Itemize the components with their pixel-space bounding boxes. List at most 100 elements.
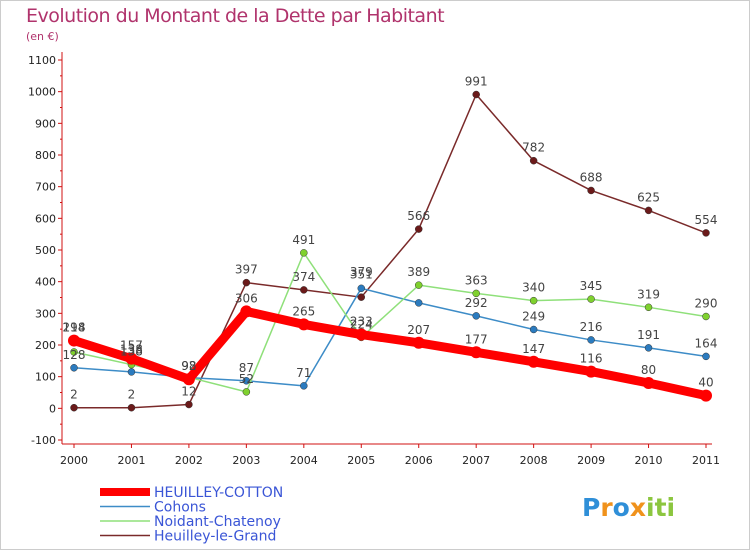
data-point-1-10 [644,344,653,352]
data-point-1-8 [529,325,538,334]
data-point-3-9 [587,186,595,195]
legend-label-1: Cohons [154,500,206,516]
x-tick-label: 2000 [60,454,88,467]
data-point-2-3 [242,388,251,396]
data-point-1-5 [357,284,366,293]
data-point-2-7 [472,289,480,298]
legend-label-0: HEUILLEY-COTTON [154,485,283,501]
series-line-3 [73,93,707,409]
data-point-2-10 [644,303,653,312]
data-point-0-7 [470,346,483,359]
data-point-0-6 [412,336,425,349]
data-label-3-6: 566 [407,209,430,223]
logo-letter: i [646,493,655,522]
data-point-0-4 [297,318,310,331]
data-label-0-1: 157 [120,339,143,353]
x-tick-label: 2009 [577,454,605,467]
data-label-0-5: 233 [350,315,373,329]
logo-letter: o [613,493,630,522]
data-point-2-11 [702,312,710,321]
data-point-0-11 [700,389,712,402]
data-label-0-8: 147 [522,342,545,356]
x-tick-label: 2004 [290,454,318,467]
data-point-1-3 [242,377,251,385]
data-label-1-4: 71 [296,366,311,380]
y-tick-label: 1100 [28,54,56,67]
y-tick-label: 1000 [28,86,56,99]
data-point-1-1 [127,368,136,376]
data-label-overlap-1: 138 [120,342,143,356]
y-tick-label: -100 [31,434,56,447]
data-label-2-8: 340 [522,281,545,295]
data-label-0-3: 306 [235,291,258,305]
y-tick-label: 600 [35,212,56,225]
data-label-overlap-0: 198 [63,321,86,335]
series-lines [68,90,712,412]
data-label-2-9: 345 [580,279,603,293]
logo-letter: i [667,493,676,522]
data-point-3-10 [644,206,653,215]
data-label-3-1: 2 [128,388,136,402]
data-label-3-9: 688 [580,170,603,184]
data-label-3-11: 554 [695,213,718,227]
data-label-2-6: 389 [407,265,430,279]
data-label-0-2: 92 [181,359,196,373]
data-label-1-10: 191 [637,328,660,342]
chart-title: Evolution du Montant de la Dette par Hab… [26,5,444,27]
data-label-overlap-2: 98 [181,359,196,373]
y-tick-label: 800 [35,149,56,162]
data-point-3-5 [357,293,366,301]
data-label-1-11: 164 [695,336,718,350]
series-line-0 [69,306,711,401]
data-point-2-8 [529,296,538,305]
x-tick-label: 2007 [462,454,490,467]
data-point-1-6 [414,299,423,307]
data-point-2-4 [300,249,308,257]
data-point-3-8 [529,156,538,165]
y-tick-label: 900 [35,117,56,130]
data-point-2-0 [70,348,78,356]
data-point-3-6 [414,225,423,233]
data-point-0-10 [642,377,655,389]
x-tick-label: 2003 [232,454,260,467]
data-label-overlap-3: 379 [350,265,373,279]
data-point-3-0 [70,403,78,412]
data-label-0-10: 80 [641,363,656,377]
y-tick-label: 200 [35,339,56,352]
data-point-3-4 [300,286,308,294]
legend: HEUILLEY-COTTONCohonsNoidant-ChatenoyHeu… [100,485,283,545]
y-tick-label: 500 [35,244,56,257]
data-labels: 214 157 92 306 265 233 207 177 147 116 80 40 128 87 71… [63,75,718,402]
data-point-0-0 [68,334,80,347]
data-point-3-3 [242,278,251,287]
data-point-0-1 [125,352,138,365]
data-label-1-0: 128 [63,348,86,362]
data-label-0-11: 40 [698,376,713,390]
data-label-2-4: 491 [292,233,315,247]
logo-letter: P [582,493,600,522]
data-label-2-11: 290 [695,297,718,311]
logo-letter: x [630,493,646,522]
data-point-3-2 [185,400,193,409]
data-point-0-5 [355,328,368,341]
data-label-1-3: 87 [239,361,254,375]
data-label-3-2: 12 [181,385,196,399]
y-tick-label: 300 [35,307,56,320]
data-point-0-3 [240,305,253,318]
chart-subtitle: (en €) [26,30,59,43]
data-label-2-1: 138 [120,345,143,359]
y-tick-label: 700 [35,181,56,194]
data-label-0-6: 207 [407,323,430,337]
logo-letter: t [655,493,667,522]
x-tick-label: 2005 [347,454,375,467]
data-point-1-9 [587,336,595,344]
data-label-overlap-4: 351 [350,268,373,282]
x-tick-label: 2006 [405,454,433,467]
data-label-2-3: 52 [239,372,254,386]
data-point-1-0 [70,364,78,372]
data-label-2-5: 224 [350,317,373,331]
data-point-3-11 [702,229,710,237]
